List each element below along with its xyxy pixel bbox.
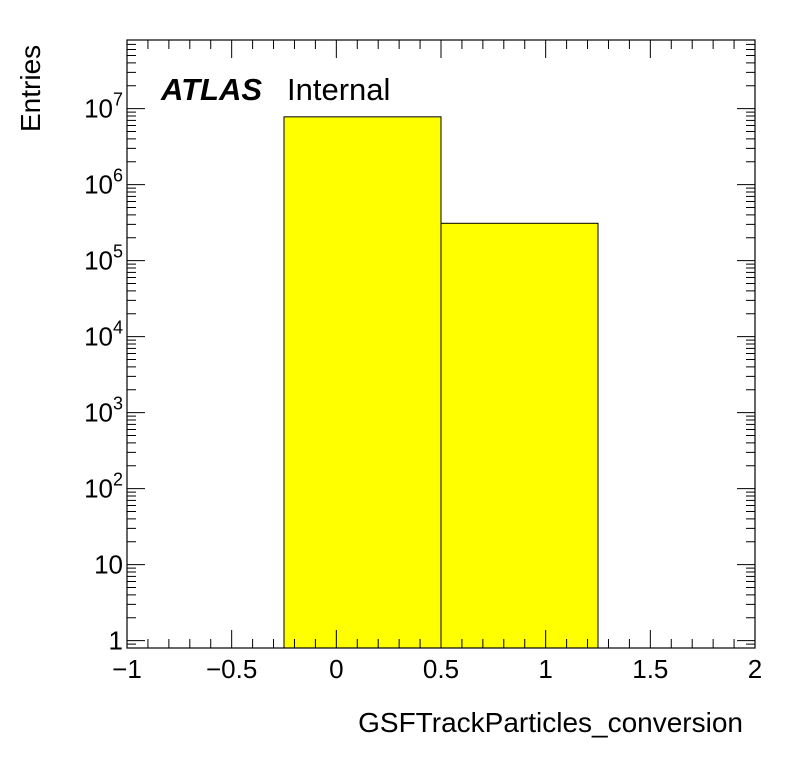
x-tick-label: 0.5 [423, 654, 459, 684]
y-tick-label: 102 [84, 470, 123, 504]
plot-frame [126, 39, 756, 649]
y-tick-label: 107 [84, 90, 123, 124]
x-tick-label: 2 [748, 654, 762, 684]
y-tick-labels: 1 10 102 103 104 105 106 107 [84, 90, 123, 656]
histogram-bars [283, 116, 599, 649]
x-tick-label: 1.5 [632, 654, 668, 684]
y-tick-label: 106 [84, 166, 123, 200]
histogram-bar [283, 116, 442, 649]
y-tick-label: 104 [84, 318, 123, 352]
x-tick-labels: −1 −0.5 0 0.5 1 1.5 2 [112, 654, 762, 684]
y-tick-label: 103 [84, 394, 123, 428]
x-tick-label: −1 [112, 654, 142, 684]
x-tick-label: 1 [538, 654, 552, 684]
internal-label: Internal [287, 72, 390, 107]
x-axis-title: GSFTrackParticles_conversion [358, 707, 743, 738]
x-tick-label: −0.5 [206, 654, 257, 684]
atlas-label: ATLAS [160, 72, 262, 107]
axis-ticks [126, 39, 756, 649]
y-tick-label: 105 [84, 242, 123, 276]
y-axis-title: Entries [15, 45, 46, 132]
y-tick-label: 10 [94, 550, 123, 580]
y-tick-label: 1 [109, 626, 123, 656]
histogram-bar [440, 222, 599, 649]
x-tick-label: 0 [329, 654, 343, 684]
